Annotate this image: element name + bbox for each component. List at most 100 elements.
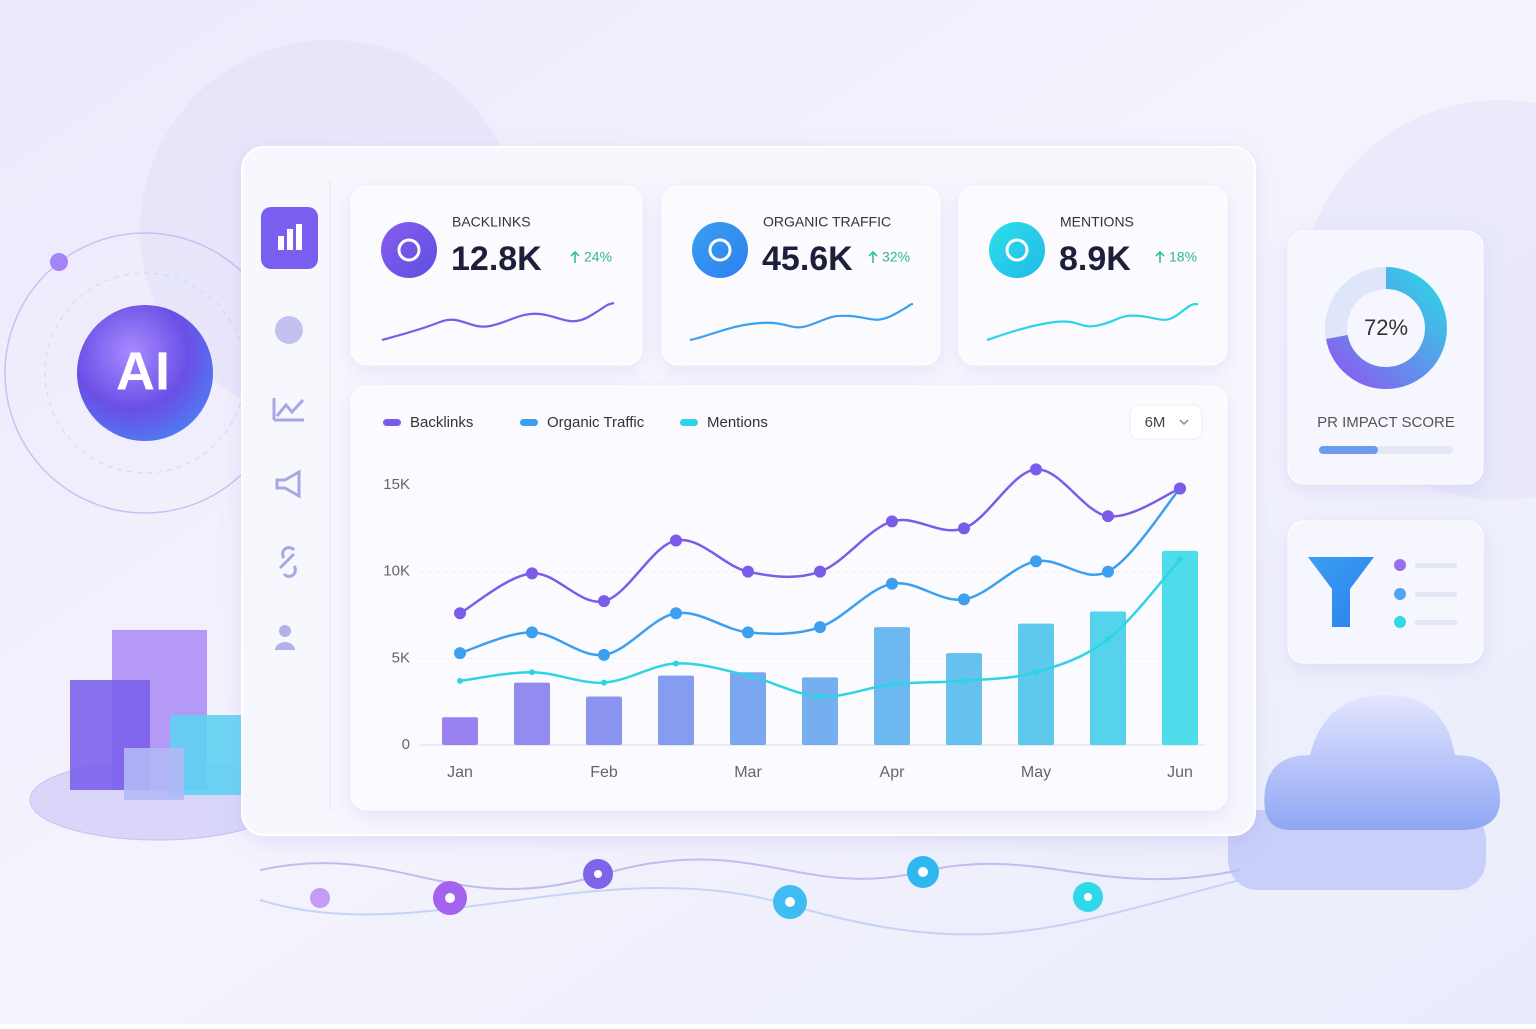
bar	[802, 677, 838, 745]
change-arrow	[570, 250, 580, 263]
flow-node	[785, 897, 795, 907]
funnel-card	[1287, 520, 1484, 664]
list-line	[1415, 563, 1457, 568]
data-point	[742, 565, 754, 578]
kpi-value: 8.9K	[1059, 240, 1131, 278]
kpi-icon-glyph	[1005, 238, 1029, 262]
x-tick-label: May	[1021, 764, 1051, 781]
data-point	[958, 593, 970, 606]
sparkline	[986, 302, 1199, 342]
data-point	[1030, 555, 1042, 568]
sparkline	[689, 302, 914, 342]
data-point	[1102, 565, 1114, 578]
nav-reports[interactable]	[275, 316, 303, 344]
nav-team[interactable]	[279, 625, 291, 637]
y-tick-label: 10K	[383, 563, 410, 580]
range-label: 6M	[1145, 414, 1166, 431]
data-point	[1033, 669, 1039, 676]
nav-links[interactable]	[278, 546, 297, 578]
kpi-icon	[381, 222, 437, 278]
kpi-change: 32%	[882, 249, 910, 265]
x-tick-label: Jan	[447, 764, 473, 781]
data-point	[742, 626, 754, 639]
legend-swatch	[520, 419, 538, 426]
cloud	[1264, 695, 1500, 830]
nav-team	[275, 642, 295, 650]
bar	[946, 653, 982, 745]
list-dot	[1394, 588, 1406, 600]
dropdown-caret	[1179, 419, 1189, 426]
donut-arc	[1325, 267, 1447, 389]
data-point	[670, 607, 682, 620]
data-point	[673, 660, 679, 667]
kpi-change: 24%	[584, 249, 612, 265]
data-point	[1102, 510, 1114, 523]
legend-swatch	[383, 419, 401, 426]
funnel-icon	[1308, 557, 1374, 627]
cube	[124, 748, 184, 800]
bar	[658, 675, 694, 745]
progress-fill	[1319, 446, 1378, 454]
legend-swatch	[680, 419, 698, 426]
data-point	[1105, 636, 1111, 643]
data-point	[601, 679, 607, 686]
series-line	[459, 487, 1181, 657]
bar	[730, 672, 766, 745]
list-dot	[1394, 559, 1406, 571]
data-point	[1030, 463, 1042, 476]
data-point	[886, 577, 898, 590]
chart-card	[350, 385, 1228, 811]
kpi-value: 45.6K	[762, 240, 853, 278]
flow-node	[445, 893, 455, 903]
kpi-icon-glyph	[708, 238, 732, 262]
bar	[586, 696, 622, 745]
flow-node	[1084, 893, 1092, 901]
data-point	[526, 626, 538, 639]
data-point	[817, 693, 823, 700]
list-dot	[1394, 616, 1406, 628]
ai-sphere	[77, 305, 213, 441]
y-tick-label: 15K	[383, 476, 410, 493]
kpi-label: BACKLINKS	[452, 214, 531, 230]
legend-label: Mentions	[707, 414, 768, 431]
nav-icon	[296, 224, 302, 250]
kpi-icon	[989, 222, 1045, 278]
x-tick-label: Jun	[1167, 764, 1193, 781]
kpi-label: ORGANIC TRAFFIC	[763, 214, 891, 230]
data-point	[1177, 556, 1183, 563]
data-point	[745, 672, 751, 679]
kpi-label: MENTIONS	[1060, 214, 1134, 230]
kpi-change: 18%	[1169, 249, 1197, 265]
bar	[514, 682, 550, 745]
kpi-icon	[692, 222, 748, 278]
data-point	[958, 522, 970, 535]
kpi-value: 12.8K	[451, 240, 542, 278]
bar	[442, 717, 478, 745]
nav-icon	[278, 236, 284, 250]
sparkline	[381, 301, 615, 342]
y-tick-label: 0	[402, 736, 410, 753]
ai-label: AI	[116, 341, 170, 401]
data-point	[598, 595, 610, 608]
list-line	[1415, 620, 1457, 625]
flow-node	[310, 888, 330, 908]
bar	[1018, 623, 1054, 745]
range-dropdown[interactable]	[1129, 404, 1203, 440]
x-tick-label: Feb	[590, 764, 618, 781]
nav-campaigns[interactable]	[275, 469, 301, 499]
score-label: 72%	[1364, 315, 1408, 340]
data-point	[1174, 482, 1186, 495]
legend-label: Organic Traffic	[547, 414, 645, 431]
nav-analytics[interactable]	[272, 398, 305, 422]
data-point	[814, 621, 826, 634]
y-tick-label: 5K	[392, 649, 410, 666]
data-point	[526, 567, 538, 580]
x-tick-label: Apr	[880, 764, 906, 781]
data-point	[886, 515, 898, 528]
list-line	[1415, 592, 1457, 597]
change-arrow	[868, 250, 878, 263]
orbit-dot	[50, 253, 68, 271]
flow-node	[594, 870, 602, 878]
